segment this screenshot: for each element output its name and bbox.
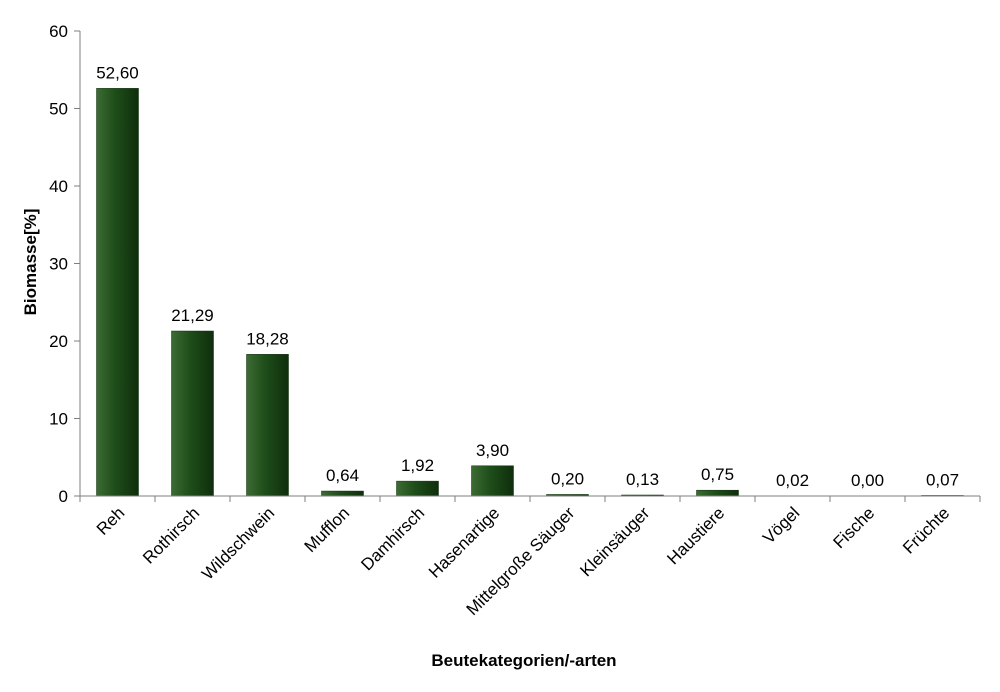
value-label: 3,90 <box>476 441 509 460</box>
value-label: 21,29 <box>171 306 214 325</box>
category-label: Rothirsch <box>139 503 203 567</box>
x-axis-title: Beutekategorien/-arten <box>431 651 616 670</box>
y-tick-label: 0 <box>59 487 68 506</box>
category-label: Wildschwein <box>198 503 278 583</box>
y-tick-label: 20 <box>49 332 68 351</box>
value-label: 0,13 <box>626 470 659 489</box>
y-tick-label: 30 <box>49 255 68 274</box>
category-label: Vögel <box>759 503 803 547</box>
bar <box>471 465 514 497</box>
value-label: 18,28 <box>246 329 289 348</box>
value-label: 0,02 <box>776 471 809 490</box>
bar <box>171 330 214 497</box>
value-label: 0,07 <box>926 470 959 489</box>
bars <box>96 88 964 497</box>
y-tick-label: 50 <box>49 100 68 119</box>
value-labels: 52,60 21,29 18,28 0,64 1,92 3,90 0,20 0,13 0,75 0… <box>96 63 959 490</box>
y-tick-label: 10 <box>49 410 68 429</box>
category-label: Haustiere <box>663 503 728 568</box>
category-label: Damhirsch <box>357 503 428 574</box>
bar <box>96 88 139 497</box>
category-label: Reh <box>93 503 128 538</box>
bar <box>321 490 364 497</box>
value-label: 52,60 <box>96 63 139 82</box>
bar <box>246 354 289 497</box>
bar <box>696 489 739 497</box>
category-label: Kleinsäuger <box>576 503 653 580</box>
value-label: 0,64 <box>326 466 359 485</box>
y-tick-label: 40 <box>49 177 68 196</box>
category-label: Fische <box>829 503 878 552</box>
y-tick-label: 60 <box>49 22 68 41</box>
value-label: 0,75 <box>701 465 734 484</box>
value-label: 0,20 <box>551 469 584 488</box>
category-label: Hasenartige <box>425 503 503 581</box>
value-label: 0,00 <box>851 471 884 490</box>
y-axis-title: Biomasse[%] <box>21 209 40 316</box>
category-label: Früchte <box>899 503 953 557</box>
category-label: Mufflon <box>301 503 354 556</box>
y-axis-ticks: 0 10 20 30 40 50 60 <box>49 22 981 506</box>
bar <box>396 480 439 497</box>
value-label: 1,92 <box>401 456 434 475</box>
